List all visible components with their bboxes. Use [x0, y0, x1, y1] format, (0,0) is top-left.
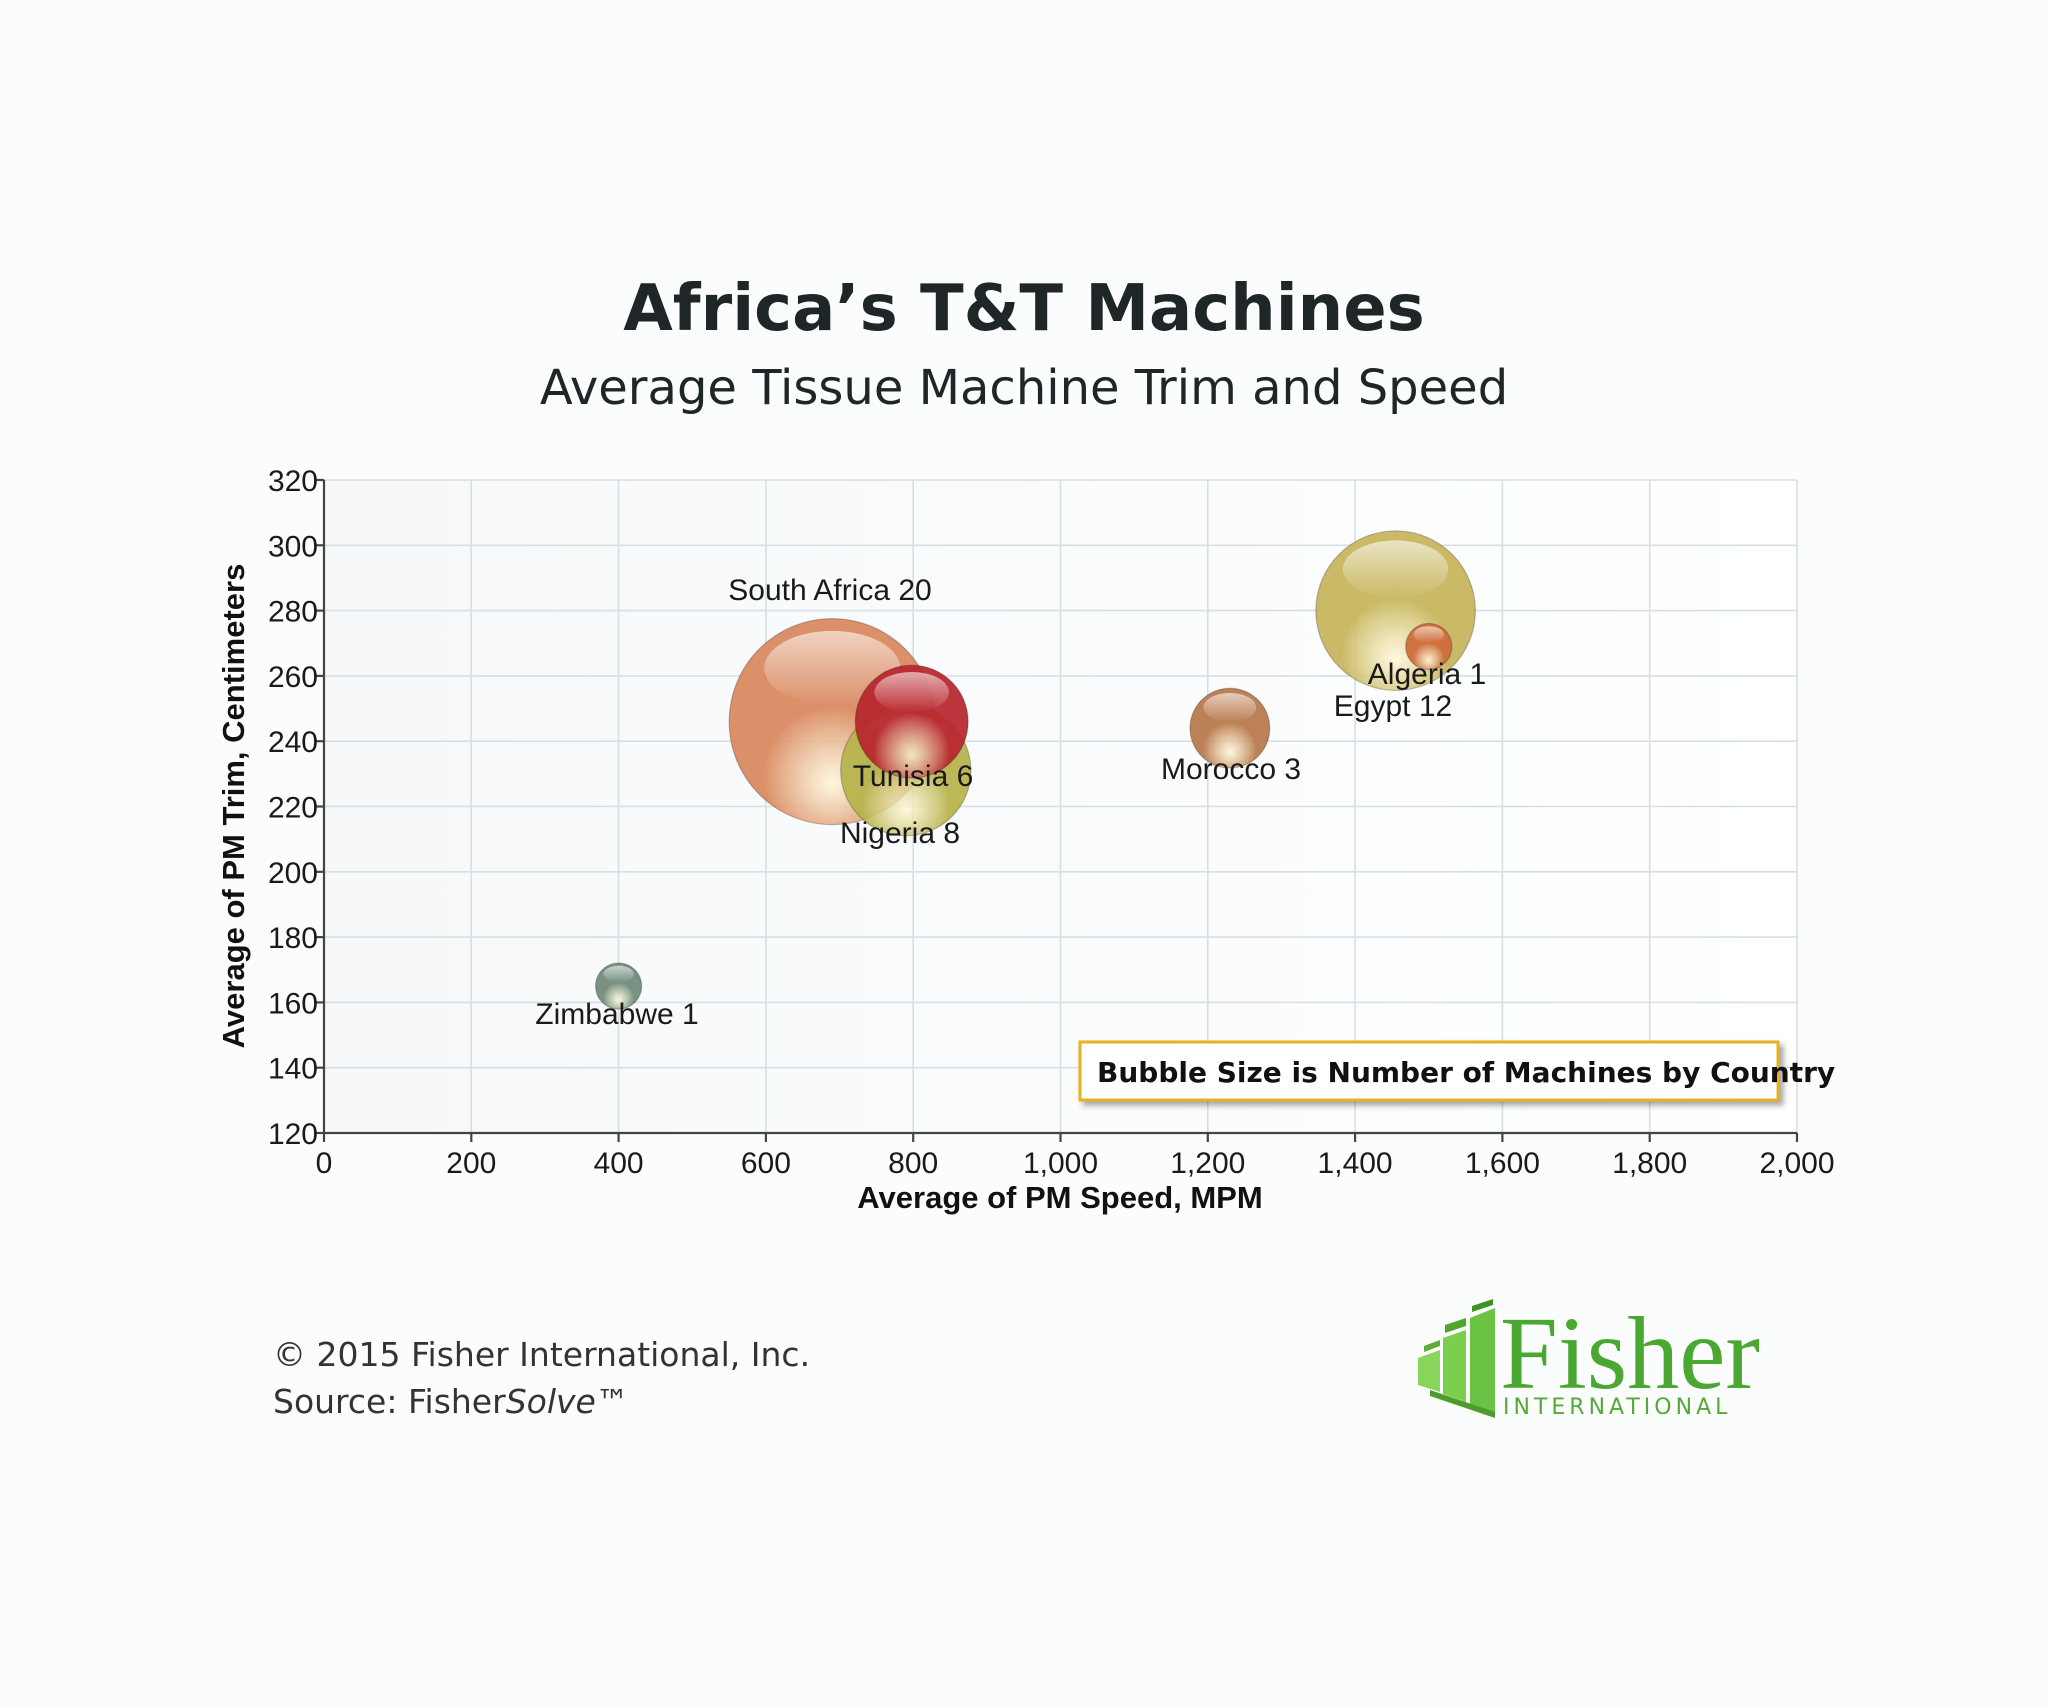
bubbles — [594, 530, 1476, 1010]
y-tick-label: 240 — [268, 726, 318, 759]
y-tick-label: 160 — [268, 987, 318, 1020]
bubble-label: South Africa 20 — [728, 574, 931, 607]
source-prefix: Source: Fisher — [273, 1382, 506, 1421]
bubble-highlight — [1342, 540, 1449, 598]
bubble-label: Tunisia 6 — [853, 760, 974, 793]
y-tick-label: 220 — [268, 792, 318, 825]
bubble-highlight — [874, 671, 949, 713]
bubble-labels: South Africa 20 Nigeria 8 Tunisia 6 Zimbabw… — [535, 574, 1486, 1031]
source-suffix: ™ — [596, 1382, 629, 1421]
y-tick-label: 320 — [268, 465, 318, 498]
bubble-highlight — [603, 965, 634, 983]
y-tick-label: 140 — [268, 1053, 318, 1086]
y-tick-label: 280 — [268, 596, 318, 629]
x-tick-label: 1,600 — [1465, 1147, 1540, 1180]
bubble-size-note-text: Bubble Size is Number of Machines by Cou… — [1097, 1056, 1835, 1089]
bubble-highlight — [1203, 693, 1257, 722]
y-tick-label: 180 — [268, 922, 318, 955]
x-axis-title: Average of PM Speed, MPM — [857, 1180, 1262, 1215]
x-tick-label: 0 — [316, 1147, 333, 1180]
y-tick-label: 260 — [268, 661, 318, 694]
bubble-label: Nigeria 8 — [840, 817, 960, 850]
fisher-logo: Fisher INTERNATIONAL — [1418, 1296, 1760, 1420]
axes: 0 200 400 600 800 1,000 1,200 1,400 1,600 1,800 2,… — [268, 465, 1835, 1180]
y-axis-title: Average of PM Trim, Centimeters — [216, 564, 251, 1049]
x-tick-label: 200 — [446, 1147, 496, 1180]
x-tick-label: 1,000 — [1023, 1147, 1098, 1180]
fisher-logo-icon — [1418, 1299, 1495, 1418]
x-tick-label: 600 — [741, 1147, 791, 1180]
x-tick-label: 400 — [594, 1147, 644, 1180]
chart-subtitle: Average Tissue Machine Trim and Speed — [540, 360, 1508, 416]
bubble-size-note — [1078, 1040, 1780, 1102]
x-tick-label: 1,800 — [1612, 1147, 1687, 1180]
y-tick-label: 300 — [268, 530, 318, 563]
bubble-highlight — [764, 630, 901, 706]
x-tick-label: 1,200 — [1170, 1147, 1245, 1180]
x-tick-label: 2,000 — [1759, 1147, 1834, 1180]
copyright-text: © 2015 Fisher International, Inc. — [273, 1335, 810, 1374]
bubble-label: Egypt 12 — [1334, 690, 1452, 723]
bubble-label: Algeria 1 — [1368, 658, 1486, 691]
bubble-label: Zimbabwe 1 — [535, 998, 698, 1031]
fisher-logo-word: Fisher — [1500, 1296, 1760, 1411]
chart-title: Africa’s T&T Machines — [623, 272, 1424, 346]
y-tick-label: 120 — [268, 1118, 318, 1151]
source-italic: Solve — [506, 1382, 596, 1421]
y-tick-label: 200 — [268, 857, 318, 890]
bubble-label: Morocco 3 — [1161, 753, 1301, 786]
fisher-logo-sub: INTERNATIONAL — [1503, 1395, 1731, 1420]
x-tick-label: 800 — [888, 1147, 938, 1180]
bubble-highlight — [1413, 626, 1444, 643]
x-tick-label: 1,400 — [1318, 1147, 1393, 1180]
source-text: Source: FisherSolve™ — [273, 1382, 629, 1421]
